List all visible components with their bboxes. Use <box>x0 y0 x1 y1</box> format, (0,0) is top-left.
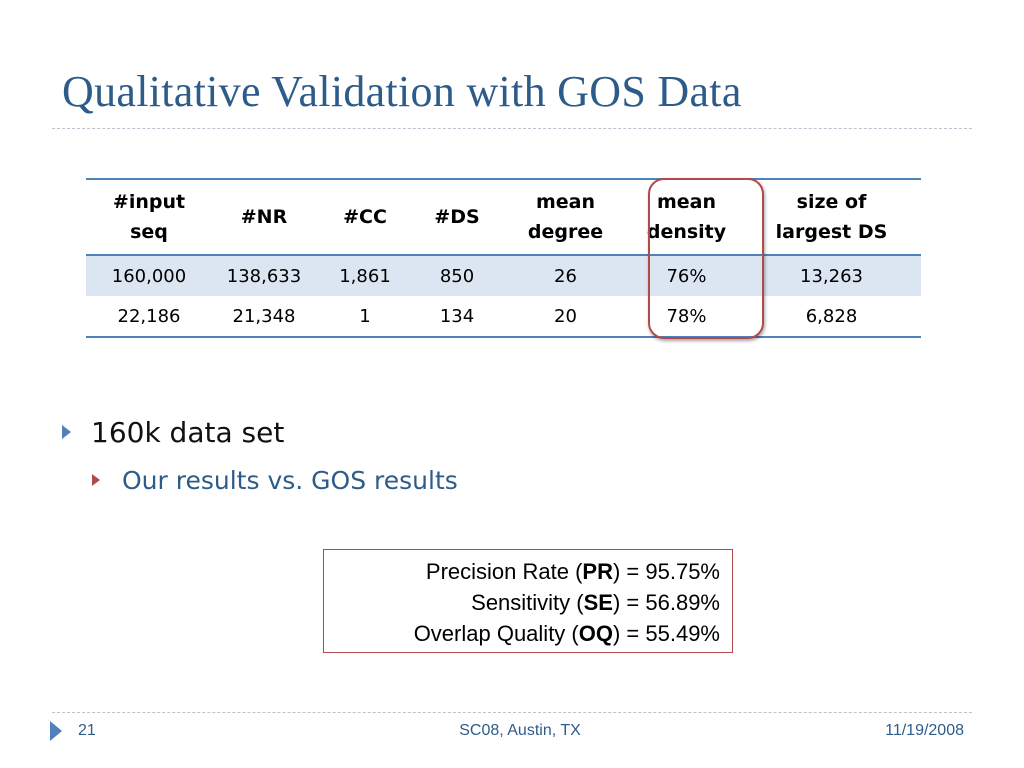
table-cell: 138,633 <box>212 255 316 296</box>
bullet-text: Our results vs. GOS results <box>122 465 458 495</box>
header-nr: #NR <box>212 178 316 256</box>
metrics-box: Precision Rate (PR) = 95.75% Sensitivity… <box>323 549 733 653</box>
table-cell: 13,263 <box>742 255 921 296</box>
header-line: #CC <box>343 206 387 228</box>
header-largest-ds: size of largest DS <box>742 178 921 256</box>
footer-page: 21 <box>50 720 96 742</box>
table-row: 22,186 21,348 1 134 20 78% 6,828 <box>86 296 921 338</box>
header-line: mean <box>535 191 596 213</box>
header-ds: #DS <box>414 178 500 256</box>
metric-value: ) = 56.89% <box>612 590 720 615</box>
footer-date: 11/19/2008 <box>885 722 964 739</box>
header-cc: #CC <box>316 178 414 256</box>
triangle-bullet-icon <box>92 474 100 486</box>
table-cell: 21,348 <box>212 296 316 338</box>
metric-abbr: OQ <box>578 621 613 646</box>
table-cell: 22,186 <box>86 296 212 338</box>
header-line: #NR <box>240 206 288 228</box>
footer-divider <box>52 712 972 713</box>
header-line: seq <box>130 221 168 243</box>
metric-line-sensitivity: Sensitivity (SE) = 56.89% <box>324 587 720 618</box>
metric-value: ) = 95.75% <box>612 559 720 584</box>
mean-density-highlight <box>648 178 764 339</box>
table-cell: 6,828 <box>742 296 921 338</box>
header-input-seq: #input seq <box>86 178 212 256</box>
metric-label: Precision Rate ( <box>425 559 583 584</box>
bullet-text: 160k data set <box>91 415 285 449</box>
metric-line-overlap: Overlap Quality (OQ) = 55.49% <box>324 618 720 649</box>
metric-line-precision: Precision Rate (PR) = 95.75% <box>324 556 720 587</box>
triangle-icon <box>50 721 62 741</box>
footer-event: SC08, Austin, TX <box>459 722 581 739</box>
results-table: #input seq #NR #CC #DS mean degree mean … <box>86 178 921 338</box>
metric-label: Overlap Quality ( <box>413 621 579 646</box>
header-line: degree <box>527 221 604 243</box>
header-line: #input <box>112 191 186 213</box>
bullet-level2: Our results vs. GOS results <box>92 462 458 498</box>
header-line: density <box>646 221 727 243</box>
title-divider <box>52 128 972 129</box>
table-row: 160,000 138,633 1,861 850 26 76% 13,263 <box>86 255 921 296</box>
table-cell: 26 <box>500 255 631 296</box>
header-line: mean <box>656 191 717 213</box>
slide-title: Qualitative Validation with GOS Data <box>62 67 742 116</box>
table-cell: 1 <box>316 296 414 338</box>
table-cell: 850 <box>414 255 500 296</box>
metric-abbr: PR <box>582 559 613 584</box>
header-line: size of <box>796 191 867 213</box>
metric-value: ) = 55.49% <box>612 621 720 646</box>
header-mean-degree: mean degree <box>500 178 631 256</box>
page-number: 21 <box>78 722 96 739</box>
table-cell: 160,000 <box>86 255 212 296</box>
triangle-bullet-icon <box>62 425 71 439</box>
metric-abbr: SE <box>583 590 613 615</box>
bullet-level1: 160k data set <box>62 412 284 452</box>
table-cell: 1,861 <box>316 255 414 296</box>
header-line: largest DS <box>775 221 888 243</box>
table-cell: 20 <box>500 296 631 338</box>
header-line: #DS <box>434 206 480 228</box>
metric-label: Sensitivity ( <box>471 590 584 615</box>
table-header-row: #input seq #NR #CC #DS mean degree mean … <box>86 178 921 256</box>
table-cell: 134 <box>414 296 500 338</box>
